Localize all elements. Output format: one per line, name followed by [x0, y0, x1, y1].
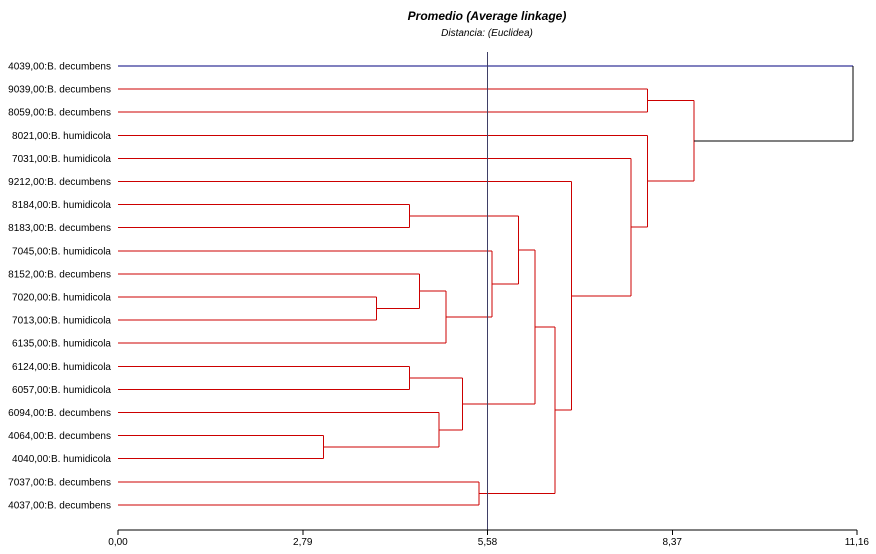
leaf-label: 8059,00:B. decumbens	[8, 108, 111, 119]
x-tick-label: 11,16	[845, 537, 870, 548]
x-tick-label: 2,79	[293, 537, 313, 548]
leaf-label: 8184,00:B. humidicola	[12, 200, 111, 211]
leaf-label: 6124,00:B. humidicola	[12, 362, 111, 373]
leaf-label: 8152,00:B. decumbens	[8, 269, 111, 280]
leaf-label: 7037,00:B. decumbens	[8, 477, 111, 488]
leaf-label: 9212,00:B. decumbens	[8, 177, 111, 188]
chart-title: Promedio (Average linkage)	[408, 9, 567, 23]
leaf-label: 6094,00:B. decumbens	[8, 408, 111, 419]
leaf-label: 4040,00:B. humidicola	[12, 454, 111, 465]
branch-group	[118, 52, 854, 530]
leaf-label-group: 4039,00:B. decumbens 9039,00:B. decumbens…	[8, 62, 111, 512]
leaf-label: 4037,00:B. decumbens	[8, 500, 111, 511]
leaf-label: 4039,00:B. decumbens	[8, 62, 111, 73]
leaf-label: 8183,00:B. decumbens	[8, 223, 111, 234]
x-tick-label: 8,37	[663, 537, 683, 548]
x-tick-label: 5,58	[478, 537, 498, 548]
leaf-label: 7013,00:B. humidicola	[12, 316, 111, 327]
leaf-label: 7031,00:B. humidicola	[12, 154, 111, 165]
leaf-label: 6057,00:B. humidicola	[12, 385, 111, 396]
leaf-label: 7020,00:B. humidicola	[12, 293, 111, 304]
leaf-label: 4064,00:B. decumbens	[8, 431, 111, 442]
x-tick-label: 0,00	[108, 537, 128, 548]
x-axis: 0,00 2,79 5,58 8,37 11,16	[108, 529, 870, 548]
leaf-label: 7045,00:B. humidicola	[12, 246, 111, 257]
leaf-label: 9039,00:B. decumbens	[8, 85, 111, 96]
leaf-label: 8021,00:B. humidicola	[12, 131, 111, 142]
leaf-label: 6135,00:B. humidicola	[12, 339, 111, 350]
chart-subtitle: Distancia: (Euclidea)	[441, 28, 533, 39]
